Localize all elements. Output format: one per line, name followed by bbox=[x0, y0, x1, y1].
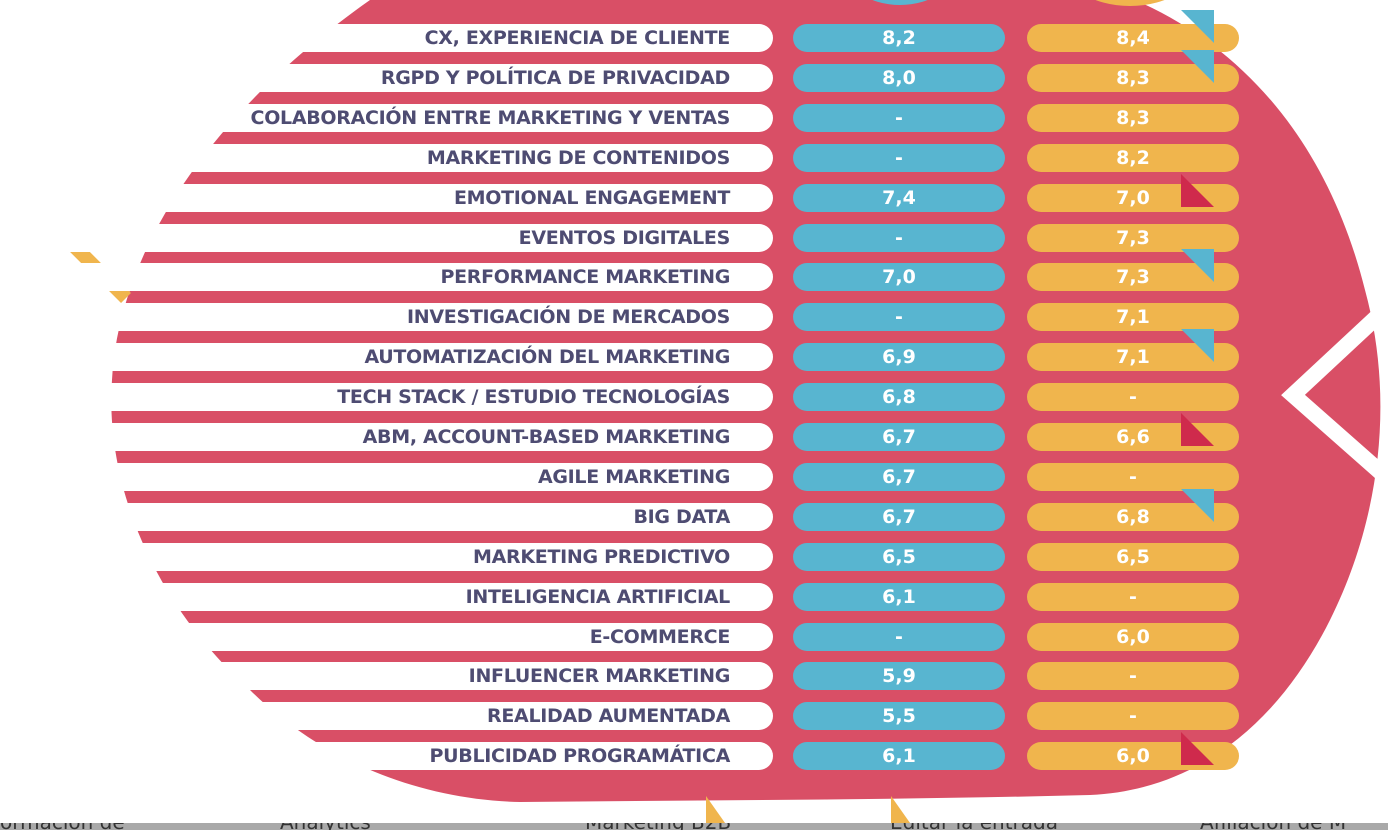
table-row: PERFORMANCE MARKETING 7,0 7,3 bbox=[0, 249, 1388, 292]
table-row: AUTOMATIZACIÓN DEL MARKETING 6,9 7,1 bbox=[0, 329, 1388, 372]
score-current: - bbox=[1027, 582, 1239, 611]
trend-up-icon bbox=[1181, 249, 1214, 283]
row-label: AUTOMATIZACIÓN DEL MARKETING bbox=[0, 343, 773, 372]
browser-tab[interactable]: ormación de bbox=[0, 823, 125, 830]
row-label: TECH STACK / ESTUDIO TECNOLOGÍAS bbox=[0, 383, 773, 412]
browser-tab[interactable]: Analytics bbox=[280, 823, 371, 830]
score-previous: 6,7 bbox=[793, 462, 1005, 491]
score-current: 8,3 bbox=[1027, 103, 1239, 132]
yellow-circle bbox=[1095, 0, 1165, 6]
row-label: REALIDAD AUMENTADA bbox=[0, 702, 773, 731]
row-label: ABM, ACCOUNT-BASED MARKETING bbox=[0, 423, 773, 451]
score-previous: 6,7 bbox=[793, 423, 1005, 451]
table-row: REALIDAD AUMENTADA 5,5 - bbox=[0, 702, 1388, 731]
blue-circle bbox=[872, 0, 928, 5]
score-previous: 6,1 bbox=[793, 582, 1005, 611]
score-current: 7,1 bbox=[1027, 303, 1239, 332]
table-row: INFLUENCER MARKETING 5,9 - bbox=[0, 662, 1388, 691]
score-current: 7,3 bbox=[1027, 263, 1239, 292]
table-row: EVENTOS DIGITALES - 7,3 bbox=[0, 223, 1388, 252]
row-label: INTELIGENCIA ARTIFICIAL bbox=[0, 582, 773, 611]
trend-up-icon bbox=[1181, 488, 1214, 522]
trend-down-icon bbox=[1181, 413, 1214, 446]
row-label: COLABORACIÓN ENTRE MARKETING Y VENTAS bbox=[0, 103, 773, 132]
trend-up-icon bbox=[1181, 49, 1214, 83]
row-label: PUBLICIDAD PROGRAMÁTICA bbox=[0, 742, 773, 771]
score-previous: - bbox=[793, 103, 1005, 132]
score-previous: 5,5 bbox=[793, 702, 1005, 731]
table-row: RGPD Y POLÍTICA DE PRIVACIDAD 8,0 8,3 bbox=[0, 49, 1388, 92]
table-row: COLABORACIÓN ENTRE MARKETING Y VENTAS - … bbox=[0, 103, 1388, 132]
row-label: MARKETING DE CONTENIDOS bbox=[0, 143, 773, 172]
table-row: BIG DATA 6,7 6,8 bbox=[0, 488, 1388, 531]
browser-tab[interactable]: Editar la entrada bbox=[890, 823, 1058, 830]
score-previous: 6,5 bbox=[793, 542, 1005, 571]
row-label: PERFORMANCE MARKETING bbox=[0, 263, 773, 292]
row-label: INVESTIGACIÓN DE MERCADOS bbox=[0, 303, 773, 332]
score-current: - bbox=[1027, 462, 1239, 491]
table-row: E-COMMERCE - 6,0 bbox=[0, 622, 1388, 651]
table-row: CX, EXPERIENCIA DE CLIENTE 8,2 8,4 bbox=[0, 10, 1388, 52]
score-current: - bbox=[1027, 383, 1239, 412]
score-current: - bbox=[1027, 662, 1239, 691]
table-row: ABM, ACCOUNT-BASED MARKETING 6,7 6,6 bbox=[0, 413, 1388, 451]
score-current: 6,0 bbox=[1027, 622, 1239, 651]
browser-tab[interactable]: Afiliación de M bbox=[1200, 823, 1346, 830]
score-previous: - bbox=[793, 622, 1005, 651]
row-label: BIG DATA bbox=[0, 502, 773, 531]
browser-tab-strip: ormación de Analytics Marketing B2B Editar … bbox=[0, 823, 1388, 830]
row-label: INFLUENCER MARKETING bbox=[0, 662, 773, 691]
table-row: PUBLICIDAD PROGRAMÁTICA 6,1 6,0 bbox=[0, 732, 1388, 771]
yellow-triangle-decoration bbox=[706, 796, 730, 830]
score-previous: 7,0 bbox=[793, 263, 1005, 292]
table-row: MARKETING PREDICTIVO 6,5 6,5 bbox=[0, 542, 1388, 571]
trend-down-icon bbox=[1181, 173, 1214, 207]
yellow-triangle-decoration bbox=[891, 796, 915, 830]
score-current: 7,3 bbox=[1027, 223, 1239, 252]
trend-down-icon bbox=[1181, 732, 1214, 766]
trend-up-icon bbox=[1181, 10, 1214, 43]
row-label: EVENTOS DIGITALES bbox=[0, 223, 773, 252]
row-label: MARKETING PREDICTIVO bbox=[0, 542, 773, 571]
score-previous: 7,4 bbox=[793, 183, 1005, 212]
trend-up-icon bbox=[1181, 329, 1214, 363]
score-previous: 6,8 bbox=[793, 383, 1005, 412]
row-label: EMOTIONAL ENGAGEMENT bbox=[0, 183, 773, 212]
row-label: E-COMMERCE bbox=[0, 622, 773, 651]
score-current: - bbox=[1027, 702, 1239, 731]
score-previous: 8,0 bbox=[793, 63, 1005, 92]
table-row: INTELIGENCIA ARTIFICIAL 6,1 - bbox=[0, 582, 1388, 611]
row-label: AGILE MARKETING bbox=[0, 462, 773, 491]
table-row: TECH STACK / ESTUDIO TECNOLOGÍAS 6,8 - bbox=[0, 383, 1388, 412]
row-label: RGPD Y POLÍTICA DE PRIVACIDAD bbox=[0, 63, 773, 92]
table-row: INVESTIGACIÓN DE MERCADOS - 7,1 bbox=[0, 303, 1388, 332]
score-previous: 8,2 bbox=[793, 24, 1005, 52]
score-current: 8,2 bbox=[1027, 143, 1239, 172]
score-previous: - bbox=[793, 223, 1005, 252]
score-current: 6,5 bbox=[1027, 542, 1239, 571]
row-label: CX, EXPERIENCIA DE CLIENTE bbox=[0, 24, 773, 52]
score-previous: 5,9 bbox=[793, 662, 1005, 691]
score-previous: - bbox=[793, 143, 1005, 172]
table-row: AGILE MARKETING 6,7 - bbox=[0, 462, 1388, 491]
score-previous: - bbox=[793, 303, 1005, 332]
table-row: MARKETING DE CONTENIDOS - 8,2 bbox=[0, 143, 1388, 172]
score-previous: 6,1 bbox=[793, 742, 1005, 771]
chevron-decoration bbox=[1281, 295, 1388, 490]
table-row: EMOTIONAL ENGAGEMENT 7,4 7,0 bbox=[0, 173, 1388, 212]
browser-tab[interactable]: Marketing B2B bbox=[585, 823, 731, 830]
score-previous: 6,9 bbox=[793, 343, 1005, 372]
score-previous: 6,7 bbox=[793, 502, 1005, 531]
